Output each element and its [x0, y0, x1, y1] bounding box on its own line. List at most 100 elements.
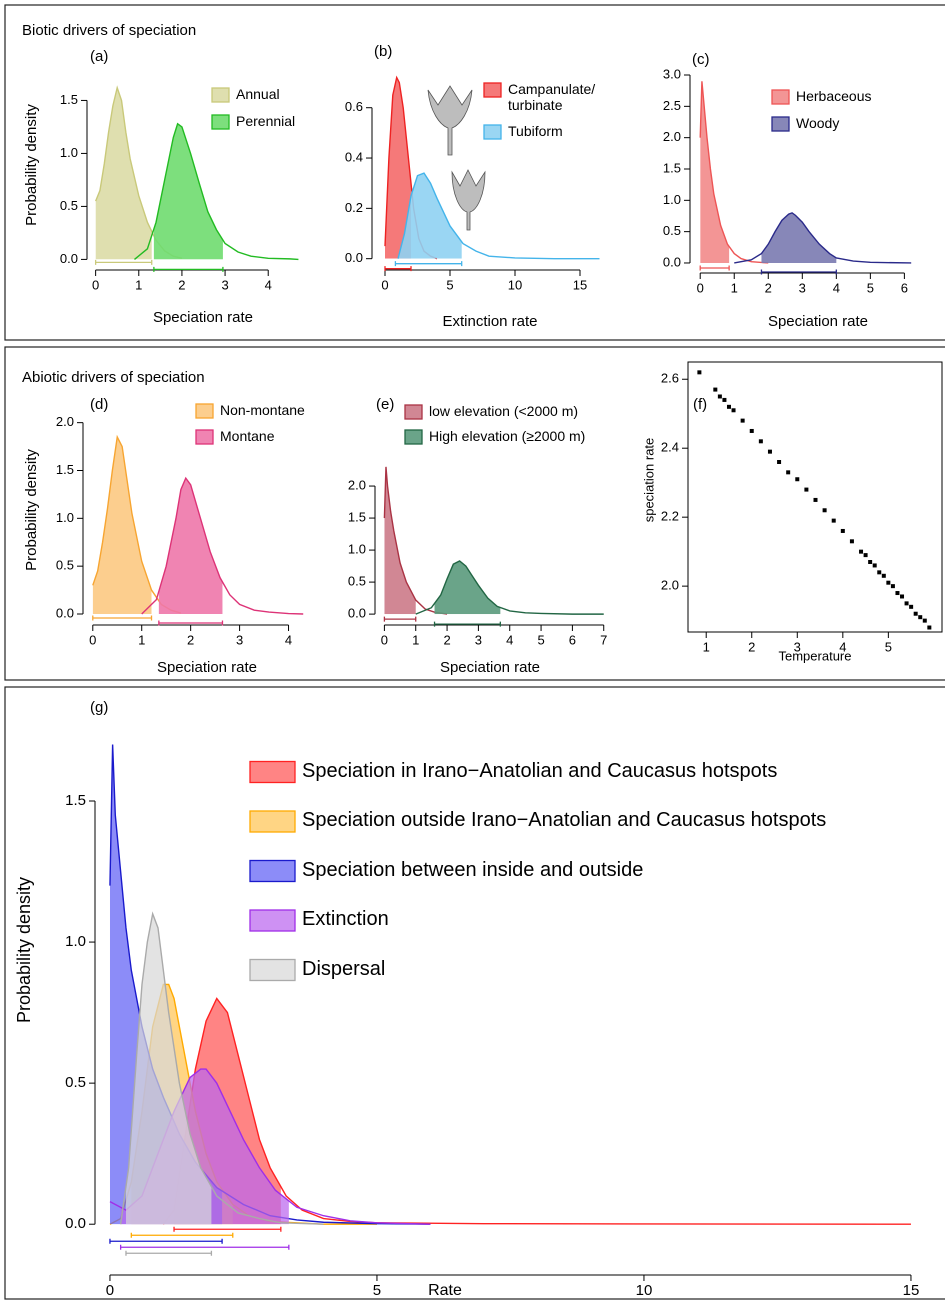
x-tick-label: 0 [381, 632, 388, 647]
y-tick-label: 2.2 [661, 509, 679, 524]
x-tick-label: 2 [178, 277, 185, 292]
interval-bar [433, 621, 501, 627]
x-tick-label: 5 [373, 1282, 381, 1299]
legend-label-box: Herbaceous [796, 88, 872, 104]
scatter-point [849, 539, 854, 544]
y-tick-label: 0.0 [65, 1215, 86, 1232]
legend-label: Tubiform [508, 123, 563, 140]
x-axis-label: Temperature [779, 648, 852, 663]
x-tick-label: 0 [92, 277, 99, 292]
scatter-point [831, 518, 836, 523]
panel-label: (g) [90, 699, 108, 716]
density-area [125, 913, 212, 1225]
x-tick-label: 10 [508, 277, 522, 292]
y-tick-label: 1.5 [348, 510, 366, 525]
scatter-point [868, 560, 873, 564]
panel-frame [4, 346, 945, 681]
y-tick-label: 2.4 [661, 440, 679, 455]
x-tick-label: 4 [506, 632, 513, 647]
scatter-point [918, 615, 923, 620]
x-tick-label: 15 [573, 277, 587, 292]
legend-label: Annual [236, 86, 280, 103]
panel-frame [4, 686, 945, 1300]
interval-bar [760, 269, 837, 275]
legend-swatch [483, 124, 502, 140]
y-tick-label: 1.0 [65, 933, 86, 950]
x-axis-label: Speciation rate [157, 659, 257, 676]
x-tick-label: 5 [537, 632, 544, 647]
y-tick-label: 0.2 [345, 200, 363, 215]
legend-label-box: Campanulate/ turbinate [508, 81, 595, 113]
y-tick-label: 3.0 [663, 66, 681, 81]
x-tick-label: 3 [794, 639, 801, 654]
x-tick-label: 5 [867, 280, 874, 295]
legend-swatch [771, 116, 790, 132]
chart: (f) Temperature speciation rate 1 2 3 4 5 2.0 2.2… [641, 361, 943, 663]
y-tick-label: 1.0 [663, 192, 681, 207]
legend-label-box: High elevation (≥2000 m) [429, 428, 585, 444]
scatter-point [881, 573, 886, 578]
interval-bar [153, 266, 224, 272]
density-area [761, 212, 837, 263]
y-tick-label: 1.0 [56, 510, 74, 525]
x-tick-label: 2 [443, 632, 450, 647]
scatter-point [900, 594, 905, 599]
y-tick-label: 2.5 [663, 98, 681, 113]
y-tick-label: 1.5 [56, 462, 74, 477]
interval-bar [130, 1232, 234, 1238]
scatter-point [804, 487, 809, 492]
scatter-point [726, 404, 731, 409]
chart: (c) Speciation rate 0 1 2 3 4 5 6 0.0 0.5 1.0 1.5 2.0… [663, 51, 912, 330]
y-axis-label: Probability density [14, 877, 34, 1023]
y-tick-label: 0.6 [345, 99, 363, 114]
scatter-point [740, 418, 745, 423]
interval-bar [173, 1226, 282, 1232]
y-tick-label: 0.5 [65, 1074, 86, 1091]
legend-label: low elevation (<2000 m) [429, 403, 579, 420]
chart: (g) Rate Probability density 0 5 10 15 0.0 0.5 1.… [14, 699, 920, 1299]
x-tick-label: 1 [703, 639, 710, 654]
legend-swatch [249, 958, 296, 982]
x-axis-label: Speciation rate [768, 313, 868, 330]
x-tick-label: 2 [748, 639, 755, 654]
legend-label-box: Speciation outside Irano−Anatolian and C… [302, 809, 827, 832]
legend-swatch [404, 429, 423, 445]
y-tick-label: 1.5 [65, 792, 86, 809]
flower-icon [427, 85, 486, 231]
x-tick-label: 3 [221, 277, 228, 292]
scatter-point [840, 528, 845, 533]
x-tick-label: 1 [412, 632, 419, 647]
x-tick-label: 4 [833, 280, 840, 295]
scatter-point [697, 370, 702, 375]
y-tick-label: 0.0 [663, 254, 681, 269]
y-tick-label: 2.0 [663, 129, 681, 144]
x-tick-label: 3 [475, 632, 482, 647]
density-line [383, 466, 448, 615]
density-line [734, 212, 912, 264]
legend-label: Non-montane [220, 402, 305, 419]
x-tick-label: 10 [636, 1282, 653, 1299]
legend-label-box: Speciation in Irano−Anatolian and Caucas… [302, 760, 777, 782]
scatter-point [813, 497, 818, 502]
x-tick-label: 3 [799, 280, 806, 295]
y-tick-label: 2.6 [661, 371, 679, 386]
density-line [119, 911, 324, 1225]
scatter-point [872, 563, 877, 568]
legend-label-box: Dispersal [302, 958, 385, 980]
chart: (e) Speciation rate 0 1 2 3 4 5 6 7 0.0 0.5 1.0 1.5 2.… [348, 396, 607, 676]
legend-label: Speciation outside Irano−Anatolian and C… [302, 809, 827, 832]
panel-frame [4, 4, 945, 341]
legend-label: Extinction [302, 908, 389, 931]
interval-bar [94, 259, 153, 265]
scatter-point [913, 611, 918, 616]
x-axis-label: Speciation rate [153, 309, 253, 326]
x-axis-label: Speciation rate [440, 659, 540, 676]
legend-swatch [249, 810, 296, 833]
legend-swatch [249, 859, 296, 883]
interval-bar [109, 1238, 223, 1244]
scatter-point [722, 397, 727, 402]
legend-label: Woody [796, 115, 840, 132]
density-area [398, 173, 462, 259]
x-tick-label: 1 [731, 280, 738, 295]
